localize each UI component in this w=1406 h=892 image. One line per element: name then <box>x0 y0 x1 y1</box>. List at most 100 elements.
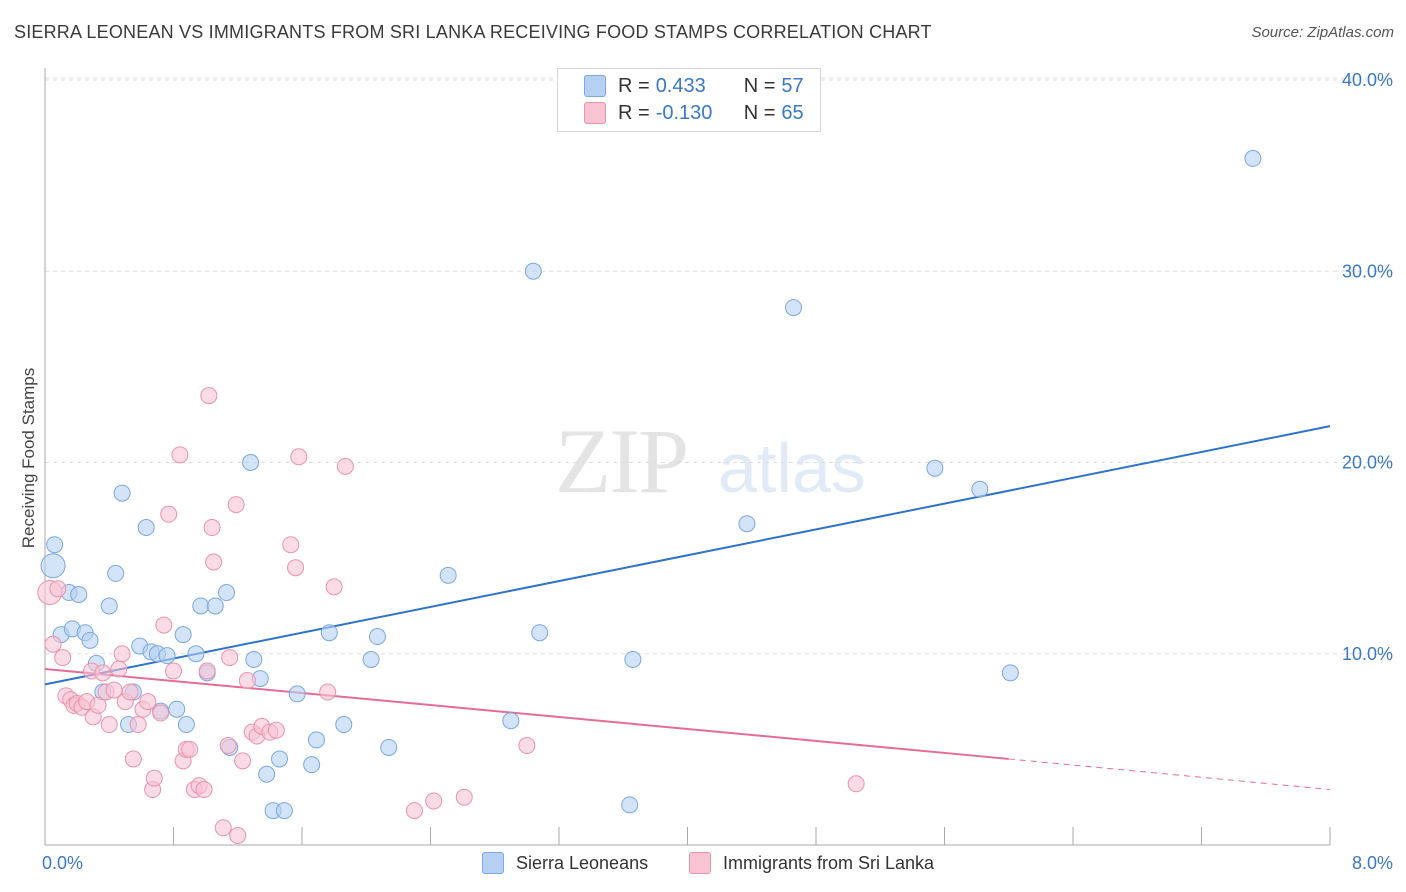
point-sri-lanka <box>219 737 237 755</box>
point-sri-lanka <box>290 448 308 466</box>
point-sri-lanka <box>282 536 300 554</box>
point-sri-lanka <box>152 704 170 722</box>
point-sierra-leoneans <box>258 765 276 783</box>
source-credit: Source: ZipAtlas.com <box>1251 24 1394 41</box>
point-sierra-leoneans <box>46 536 64 554</box>
point-sri-lanka <box>181 740 199 758</box>
point-sri-lanka <box>319 683 337 701</box>
point-sri-lanka <box>234 752 252 770</box>
point-sierra-leoneans <box>738 515 756 533</box>
point-sierra-leoneans <box>320 624 338 642</box>
point-sierra-leoneans <box>621 796 639 814</box>
legend-r-label: R = <box>618 74 650 97</box>
trend-line-sierra-leoneans <box>44 425 1331 686</box>
point-sri-lanka <box>113 645 131 663</box>
bottom-legend-swatch-pink <box>689 852 711 874</box>
point-sri-lanka <box>455 788 473 806</box>
y-tick-label: 10.0% <box>1342 644 1393 664</box>
point-sri-lanka <box>405 802 423 820</box>
point-sierra-leoneans <box>206 597 224 615</box>
bottom-legend-swatch-blue <box>482 852 504 874</box>
axes <box>44 68 1331 846</box>
point-sierra-leoneans <box>158 647 176 665</box>
point-sri-lanka <box>94 664 112 682</box>
legend-row-sri-lanka: R = -0.130 N = 65 <box>558 100 804 126</box>
trend-line-sri-lanka <box>44 668 1009 760</box>
point-sri-lanka <box>425 792 443 810</box>
point-sierra-leoneans <box>168 700 186 718</box>
point-sri-lanka <box>198 662 216 680</box>
point-sri-lanka <box>518 737 536 755</box>
legend-swatch-pink <box>584 102 606 124</box>
point-sri-lanka <box>124 750 142 768</box>
legend-swatch-blue <box>584 75 606 97</box>
point-sri-lanka <box>100 716 118 734</box>
bottom-legend-label: Immigrants from Sri Lanka <box>723 852 935 873</box>
point-sri-lanka <box>165 662 182 680</box>
point-sri-lanka <box>195 781 213 799</box>
point-sierra-leoneans <box>531 624 549 642</box>
x-tick-label: 8.0% <box>1352 853 1393 873</box>
grid <box>45 77 1392 655</box>
trend-lines <box>44 425 1331 791</box>
point-sierra-leoneans <box>242 454 260 471</box>
point-sierra-leoneans <box>218 584 236 602</box>
point-sierra-leoneans <box>335 716 353 734</box>
point-sierra-leoneans <box>926 459 944 477</box>
y-tick-label: 30.0% <box>1342 261 1393 281</box>
point-sri-lanka <box>221 649 239 667</box>
point-sri-lanka <box>847 775 865 793</box>
point-sierra-leoneans <box>785 299 803 317</box>
point-sri-lanka <box>160 505 178 523</box>
point-sri-lanka <box>229 826 247 844</box>
point-sri-lanka <box>145 769 163 787</box>
point-sierra-leoneans <box>502 712 520 730</box>
trend-line-sri-lanka-extrapolated <box>1008 758 1331 791</box>
point-sierra-leoneans <box>307 731 325 749</box>
point-sri-lanka <box>227 496 245 514</box>
bottom-legend-sri-lanka: Immigrants from Sri Lanka <box>689 852 934 874</box>
point-sri-lanka <box>205 553 223 571</box>
watermark-logo: ZIP <box>555 410 687 512</box>
point-sri-lanka <box>89 696 107 714</box>
point-sri-lanka <box>155 616 173 634</box>
point-sierra-leoneans <box>1244 149 1262 167</box>
chart-title: SIERRA LEONEAN VS IMMIGRANTS FROM SRI LA… <box>14 22 932 42</box>
point-sri-lanka <box>200 387 218 405</box>
point-sri-lanka <box>110 660 128 678</box>
point-sierra-leoneans <box>271 750 289 768</box>
x-tick-label: 0.0% <box>42 853 83 873</box>
point-sierra-leoneans <box>177 716 195 734</box>
legend-r-value: -0.130 <box>655 101 713 124</box>
y-tick-label: 20.0% <box>1342 453 1393 473</box>
stats-legend: R = 0.433 N = 57 R = -0.130 N = 65 <box>557 68 821 132</box>
point-sri-lanka <box>129 716 147 734</box>
point-sri-lanka <box>287 559 305 577</box>
legend-n-label: N = <box>743 74 776 97</box>
data-points <box>37 149 1262 844</box>
point-sierra-leoneans <box>107 564 125 582</box>
point-sierra-leoneans <box>100 597 118 615</box>
watermark: ZIP atlas <box>555 410 866 512</box>
point-sierra-leoneans <box>174 626 192 644</box>
legend-r-label: R = <box>618 101 650 124</box>
point-sri-lanka <box>44 635 62 653</box>
point-sri-lanka <box>325 578 343 596</box>
point-sri-lanka <box>238 672 256 690</box>
point-sierra-leoneans <box>439 566 457 584</box>
point-sri-lanka <box>267 721 285 739</box>
point-sri-lanka <box>336 457 354 475</box>
legend-r-value: 0.433 <box>655 74 706 97</box>
point-sri-lanka <box>54 649 72 667</box>
legend-n-value: 57 <box>781 74 804 97</box>
point-sri-lanka <box>203 519 221 537</box>
point-sri-lanka <box>49 580 67 598</box>
point-sierra-leoneans <box>81 631 99 649</box>
legend-n-value: 65 <box>781 101 804 124</box>
point-sierra-leoneans <box>971 480 989 498</box>
point-sierra-leoneans <box>187 645 205 663</box>
point-sierra-leoneans <box>40 553 66 579</box>
point-sri-lanka <box>214 819 232 837</box>
y-tick-label: 40.0% <box>1342 70 1393 90</box>
